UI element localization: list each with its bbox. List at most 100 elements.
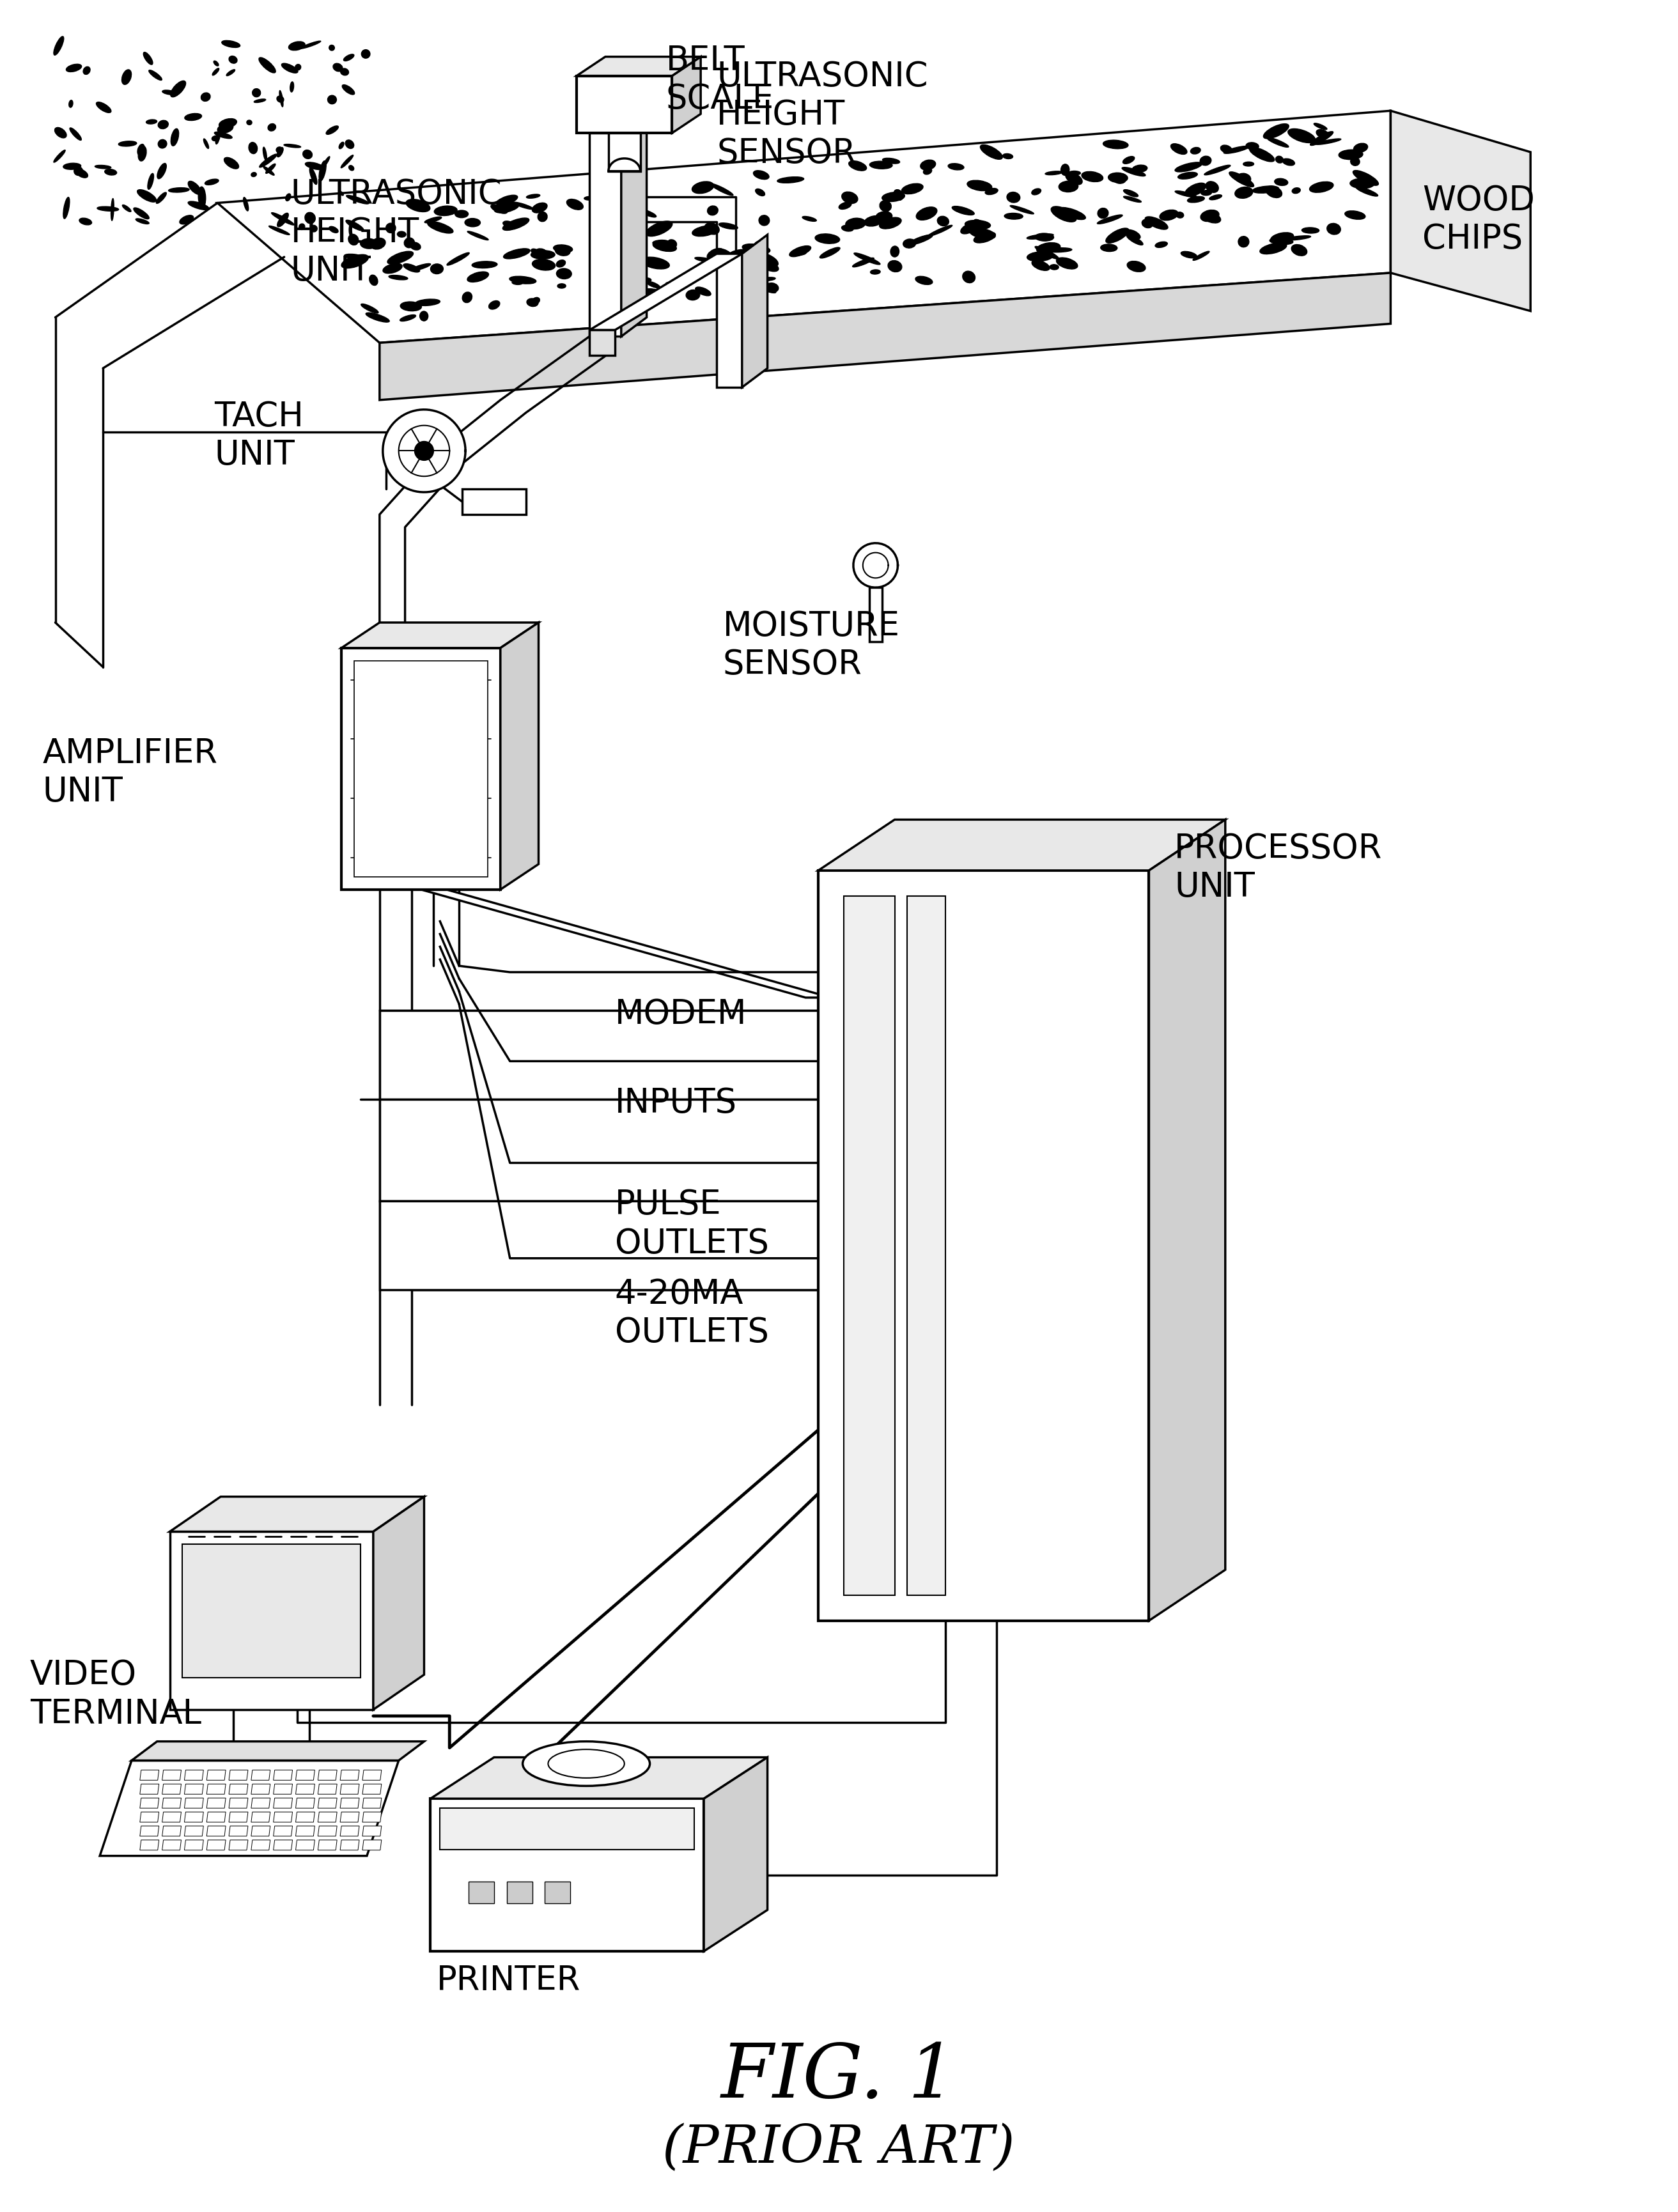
Ellipse shape <box>1223 146 1248 153</box>
Ellipse shape <box>258 58 275 73</box>
Ellipse shape <box>1185 184 1206 197</box>
Ellipse shape <box>1238 237 1248 248</box>
Ellipse shape <box>300 42 320 49</box>
Ellipse shape <box>371 239 386 250</box>
Ellipse shape <box>916 208 936 221</box>
Ellipse shape <box>1275 157 1284 164</box>
Ellipse shape <box>1352 170 1379 186</box>
Ellipse shape <box>1027 234 1054 239</box>
Ellipse shape <box>260 155 277 168</box>
Ellipse shape <box>198 186 206 208</box>
Ellipse shape <box>532 259 555 270</box>
Ellipse shape <box>503 221 513 228</box>
Polygon shape <box>206 1825 227 1836</box>
Polygon shape <box>577 58 701 75</box>
Polygon shape <box>362 1840 381 1849</box>
Ellipse shape <box>903 239 916 248</box>
Polygon shape <box>341 1825 359 1836</box>
Ellipse shape <box>1027 252 1054 261</box>
Ellipse shape <box>963 272 975 283</box>
Ellipse shape <box>1114 175 1126 184</box>
Ellipse shape <box>948 164 963 170</box>
Ellipse shape <box>1050 265 1059 270</box>
Ellipse shape <box>718 223 738 230</box>
Polygon shape <box>252 1770 270 1781</box>
Ellipse shape <box>1066 173 1082 184</box>
Ellipse shape <box>96 102 111 113</box>
Ellipse shape <box>322 157 331 168</box>
Ellipse shape <box>883 192 904 201</box>
Ellipse shape <box>495 201 519 212</box>
Ellipse shape <box>894 190 903 201</box>
Polygon shape <box>163 1785 181 1794</box>
Ellipse shape <box>557 283 565 288</box>
Polygon shape <box>206 1812 227 1823</box>
Ellipse shape <box>557 261 565 268</box>
Ellipse shape <box>691 226 718 237</box>
Ellipse shape <box>512 281 522 285</box>
Ellipse shape <box>339 190 344 195</box>
Ellipse shape <box>1123 168 1146 177</box>
Ellipse shape <box>497 195 517 206</box>
Ellipse shape <box>398 232 406 237</box>
Polygon shape <box>295 1812 315 1823</box>
Ellipse shape <box>691 181 713 192</box>
Ellipse shape <box>555 246 571 257</box>
Ellipse shape <box>668 239 676 248</box>
Ellipse shape <box>466 272 488 283</box>
Polygon shape <box>274 1785 292 1794</box>
Text: FIG. 1: FIG. 1 <box>722 2039 956 2112</box>
Ellipse shape <box>916 276 933 285</box>
Polygon shape <box>431 1756 767 1798</box>
Ellipse shape <box>203 139 208 148</box>
Ellipse shape <box>369 274 378 285</box>
Ellipse shape <box>1252 186 1279 192</box>
Ellipse shape <box>163 91 176 95</box>
Ellipse shape <box>527 195 540 199</box>
Polygon shape <box>252 1798 270 1807</box>
Ellipse shape <box>1032 261 1050 270</box>
Ellipse shape <box>789 246 810 257</box>
Ellipse shape <box>279 91 284 106</box>
Ellipse shape <box>252 88 260 97</box>
Ellipse shape <box>961 221 980 234</box>
Ellipse shape <box>253 100 265 102</box>
Ellipse shape <box>695 257 715 263</box>
Ellipse shape <box>842 226 854 232</box>
Ellipse shape <box>302 150 312 159</box>
Text: PULSE
OUTLETS: PULSE OUTLETS <box>614 1188 769 1261</box>
Ellipse shape <box>119 142 136 146</box>
Ellipse shape <box>1265 186 1282 197</box>
Polygon shape <box>577 75 673 133</box>
Polygon shape <box>609 133 641 170</box>
Polygon shape <box>163 1840 181 1849</box>
Ellipse shape <box>1351 179 1374 188</box>
Ellipse shape <box>1060 164 1069 175</box>
Ellipse shape <box>327 95 337 104</box>
Ellipse shape <box>1097 215 1123 223</box>
Ellipse shape <box>414 299 440 305</box>
Ellipse shape <box>168 188 190 192</box>
Ellipse shape <box>1124 190 1138 197</box>
Ellipse shape <box>111 199 114 221</box>
Ellipse shape <box>753 252 779 268</box>
Ellipse shape <box>1228 173 1253 188</box>
Ellipse shape <box>1059 181 1079 192</box>
Ellipse shape <box>659 243 675 250</box>
Ellipse shape <box>879 217 901 228</box>
Text: INPUTS: INPUTS <box>614 1086 737 1119</box>
Ellipse shape <box>592 188 607 197</box>
Ellipse shape <box>319 161 326 181</box>
Polygon shape <box>252 1785 270 1794</box>
Polygon shape <box>703 1756 767 1951</box>
Polygon shape <box>379 1201 819 1290</box>
Ellipse shape <box>65 64 82 71</box>
Ellipse shape <box>513 201 534 210</box>
Polygon shape <box>341 1785 359 1794</box>
Ellipse shape <box>158 164 166 179</box>
Ellipse shape <box>599 188 607 195</box>
Ellipse shape <box>1057 257 1077 270</box>
Ellipse shape <box>985 188 998 195</box>
Ellipse shape <box>920 159 936 170</box>
Ellipse shape <box>305 161 324 170</box>
